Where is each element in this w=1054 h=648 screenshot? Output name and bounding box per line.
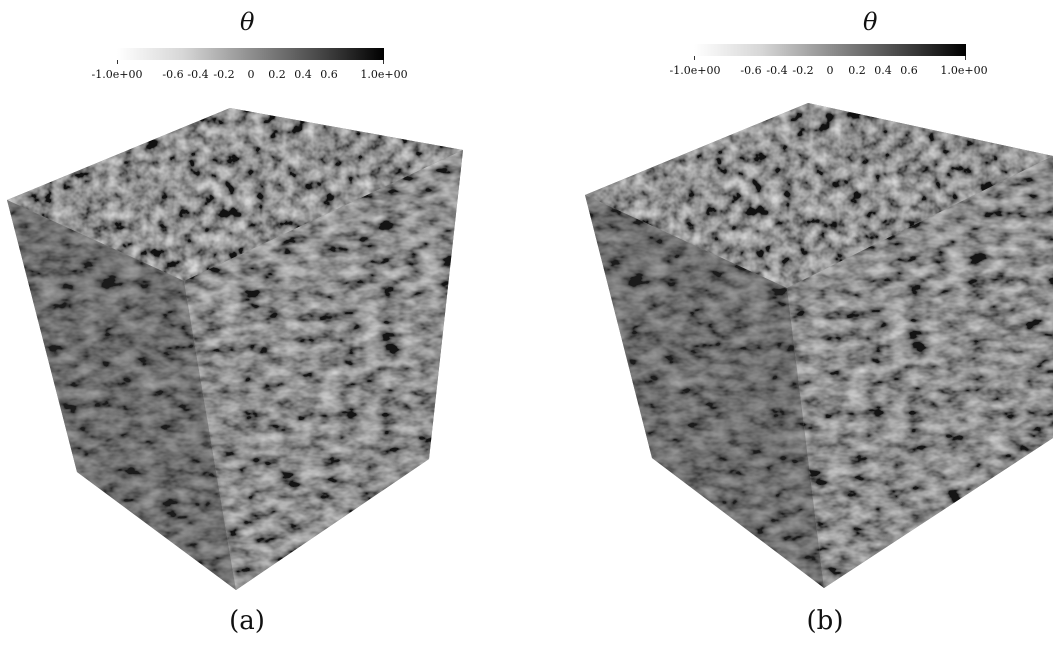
- panel-a: θ -1.0e+00 -0.6 -0.4 -0.2 0 0.2 0.4 0.6 …: [7, 8, 463, 636]
- caption: (a): [229, 606, 265, 636]
- colorbar-title: θ: [863, 8, 878, 36]
- tick-label: 0.2: [268, 68, 286, 81]
- tick-label: 1.0e+00: [940, 64, 988, 77]
- tick-label: -0.6: [740, 64, 762, 77]
- colorbar-gradient: [117, 48, 384, 64]
- colorbar-tick: [965, 56, 966, 60]
- tick-label: 1.0e+00: [360, 68, 408, 81]
- colorbar-tick: [383, 60, 384, 64]
- tick-label: 0.6: [320, 68, 338, 81]
- tick-label: -0.6: [162, 68, 184, 81]
- cube-render: [7, 108, 463, 590]
- tick-label: -1.0e+00: [91, 68, 143, 81]
- tick-label: 0.4: [294, 68, 312, 81]
- tick-label: -0.4: [766, 64, 788, 77]
- tick-label: -0.2: [792, 64, 814, 77]
- colorbar-gradient: [694, 44, 966, 60]
- colorbar-tick: [117, 60, 118, 64]
- tick-label: 0: [826, 64, 834, 77]
- tick-label: -0.4: [187, 68, 209, 81]
- tick-label: 0: [247, 68, 255, 81]
- tick-label: 0.4: [874, 64, 892, 77]
- tick-label: 0.2: [848, 64, 866, 77]
- cube-render: [585, 103, 1053, 588]
- colorbar-tick: [694, 56, 695, 60]
- tick-label: -0.2: [213, 68, 235, 81]
- panel-b: θ -1.0e+00 -0.6 -0.4 -0.2 0 0.2 0.4 0.6 …: [527, 0, 1054, 648]
- caption: (b): [806, 606, 844, 636]
- colorbar-title: θ: [240, 8, 255, 36]
- tick-label: 0.6: [900, 64, 918, 77]
- tick-label: -1.0e+00: [669, 64, 721, 77]
